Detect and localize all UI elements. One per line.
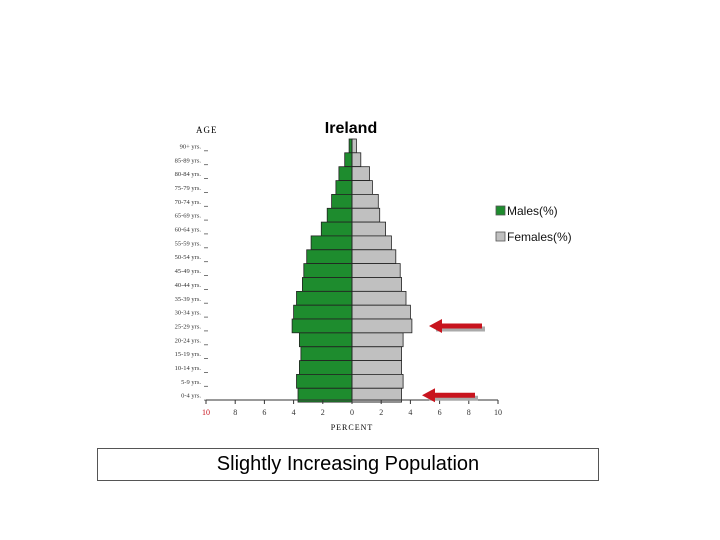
female-bar — [351, 221, 386, 237]
female-bar — [351, 263, 401, 278]
male-bar — [326, 207, 353, 223]
male-bar — [301, 277, 353, 292]
caption-box: Slightly Increasing Population — [97, 448, 599, 481]
age-tick-label: 55-59 yrs. — [175, 240, 202, 247]
chart-title: Ireland — [325, 120, 377, 137]
male-bar — [303, 263, 353, 278]
female-bar — [351, 207, 381, 223]
male-bar — [298, 332, 353, 348]
female-bar — [351, 373, 404, 389]
legend-label: Females(%) — [507, 230, 572, 244]
x-tick-label: 4 — [408, 408, 412, 417]
x-tick-label: 2 — [321, 408, 325, 417]
female-bar — [351, 360, 402, 375]
arrow-head — [422, 388, 435, 403]
male-bar — [331, 193, 353, 209]
x-tick-label: 0 — [350, 408, 354, 417]
male-bar — [300, 346, 353, 361]
male-bar — [298, 360, 353, 375]
x-tick-label: 6 — [262, 408, 266, 417]
male-bar — [335, 180, 353, 195]
female-bar — [351, 277, 402, 292]
age-tick-label: 0-4 yrs. — [181, 393, 201, 400]
male-bar — [296, 290, 353, 306]
female-bar — [351, 290, 407, 306]
male-bar — [320, 221, 353, 237]
female-bar — [351, 346, 402, 361]
female-bar — [351, 138, 357, 154]
x-tick-label: 6 — [438, 408, 442, 417]
female-bar — [351, 193, 379, 209]
legend-swatch — [495, 205, 506, 216]
age-tick-label: 35-39 yrs. — [175, 296, 202, 303]
age-tick-label: 25-29 yrs. — [175, 324, 202, 331]
x-axis: 10 8 6 4 2 0 2 4 6 8 10 — [202, 399, 502, 417]
x-axis-label: PERCENT — [331, 423, 374, 432]
x-tick-label: 10 — [202, 408, 210, 417]
age-tick-label: 50-54 yrs. — [175, 254, 202, 261]
age-tick-label: 60-64 yrs. — [175, 227, 202, 234]
age-tick-label: 20-24 yrs. — [175, 337, 202, 344]
age-tick-label: 75-79 yrs. — [175, 185, 202, 192]
arrows-group — [422, 318, 485, 403]
male-bar — [306, 249, 353, 265]
age-tick-label: 5-9 yrs. — [181, 379, 201, 386]
x-tick-label: 4 — [292, 408, 296, 417]
age-tick-label: 70-74 yrs. — [175, 199, 202, 206]
female-bar — [351, 166, 370, 181]
y-axis-label: AGE — [196, 125, 218, 135]
age-tick-label: 15-19 yrs. — [175, 351, 202, 358]
female-bar — [351, 304, 411, 320]
legend: Males(%) Females(%) — [495, 204, 572, 244]
female-bar — [351, 180, 373, 195]
legend-label: Males(%) — [507, 204, 558, 218]
female-bar — [351, 332, 404, 348]
male-bar — [348, 138, 353, 154]
x-tick-label: 2 — [379, 408, 383, 417]
population-pyramid-chart: Ireland AGE PERCENT 90+ yrs.85-89 yrs.80… — [175, 120, 572, 432]
male-bar — [344, 152, 353, 168]
male-bar — [338, 166, 353, 181]
age-tick-label: 85-89 yrs. — [175, 157, 202, 164]
age-tick-label: 65-69 yrs. — [175, 213, 202, 220]
male-bar — [296, 373, 353, 389]
male-bar — [310, 235, 353, 251]
age-tick-label: 45-49 yrs. — [175, 268, 202, 275]
x-tick-label: 8 — [233, 408, 237, 417]
x-tick-label: 10 — [494, 408, 502, 417]
age-tick-label: 80-84 yrs. — [175, 171, 202, 178]
age-labels-group: 90+ yrs. 85-89 yrs. 80-84 yrs. 75-79 yrs. 70… — [175, 143, 208, 401]
female-bar — [351, 249, 397, 265]
caption-text: Slightly Increasing Population — [216, 453, 480, 475]
female-bar — [351, 152, 362, 168]
age-tick-label: 30-34 yrs. — [175, 310, 202, 317]
female-bar — [351, 235, 392, 251]
bars-group — [291, 138, 413, 403]
age-tick-label: 90+ yrs. — [180, 143, 202, 150]
male-bar — [291, 318, 353, 334]
age-tick-label: 10-14 yrs. — [175, 365, 202, 372]
legend-swatch — [495, 231, 506, 242]
arrow-head — [429, 318, 442, 333]
age-tick-label: 40-44 yrs. — [175, 282, 202, 289]
x-tick-label: 8 — [467, 408, 471, 417]
male-bar — [293, 304, 353, 320]
female-bar — [351, 318, 413, 334]
